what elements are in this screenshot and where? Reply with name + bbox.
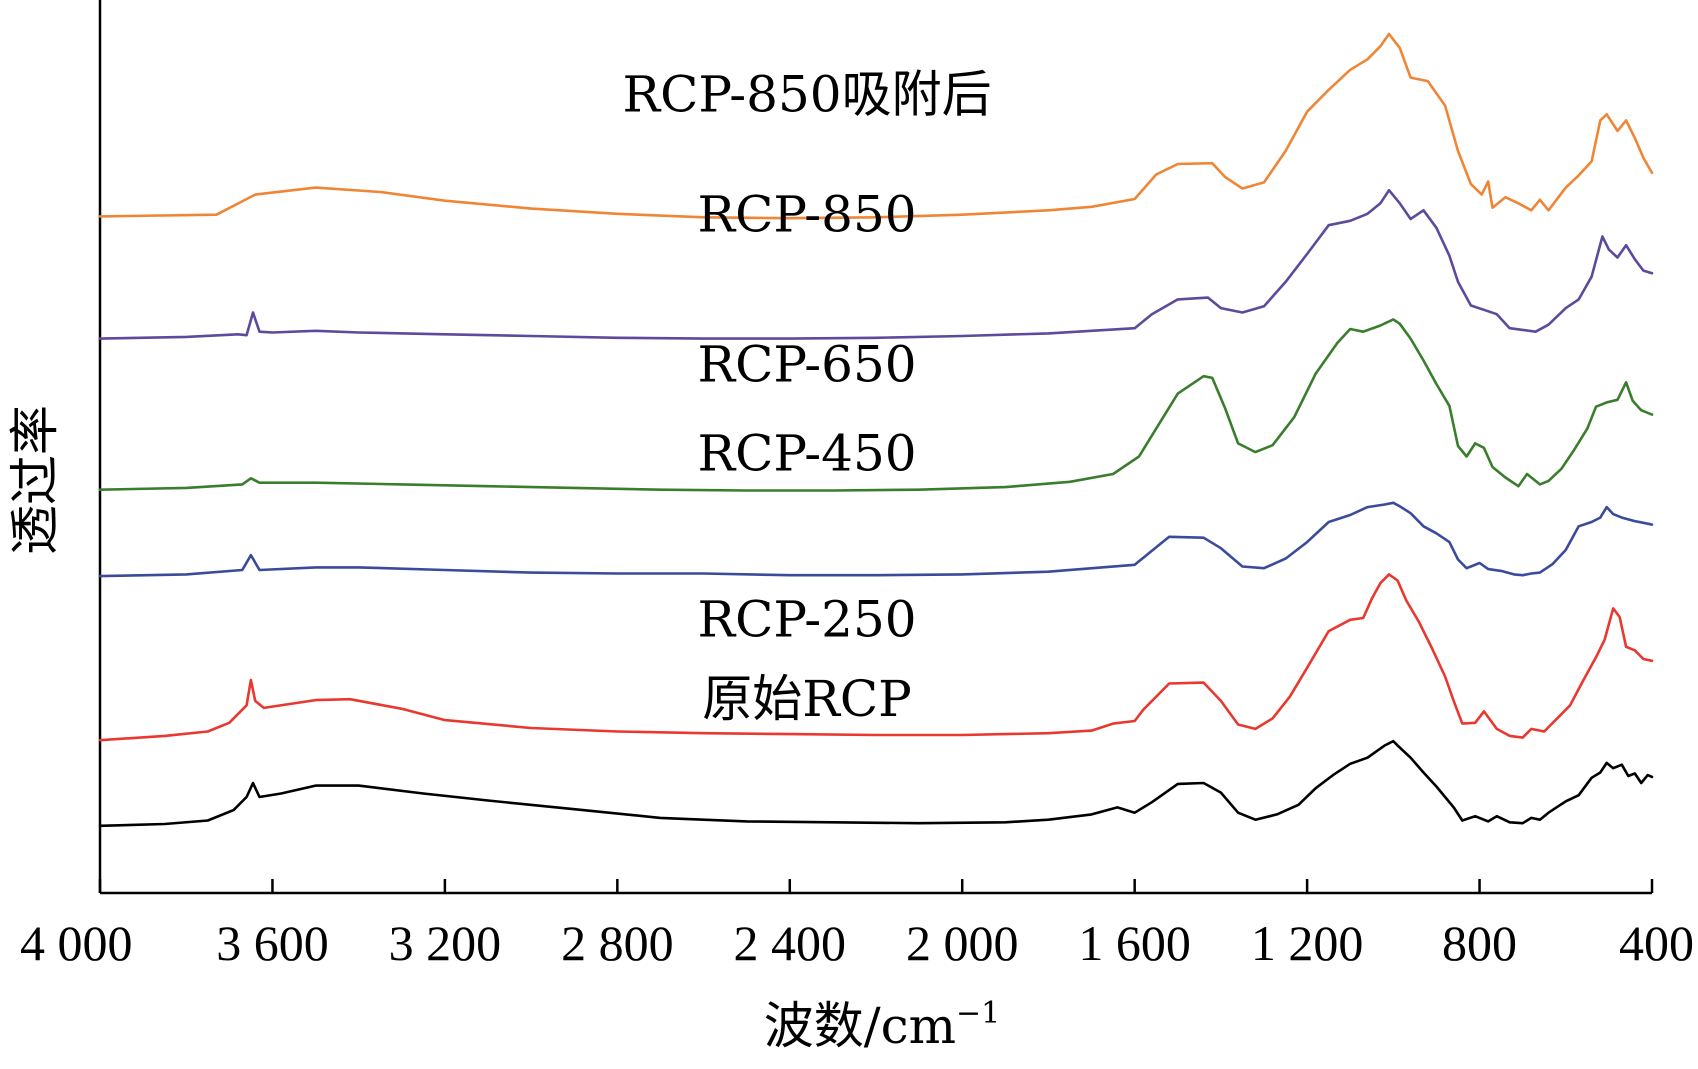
x-tick-label: 3 600 bbox=[216, 915, 329, 971]
x-tick-label: 4 000 bbox=[20, 915, 133, 971]
series-line-2 bbox=[98, 318, 1654, 492]
y-axis-title: 透过率 bbox=[6, 405, 64, 555]
x-axis-title: 波数/cm−1 bbox=[764, 996, 1001, 1055]
x-tick-label: 2 000 bbox=[906, 915, 1019, 971]
series-lines bbox=[98, 32, 1654, 828]
x-tick-label: 1 600 bbox=[1078, 915, 1191, 971]
x-tick-label: 3 200 bbox=[389, 915, 502, 971]
series-label-0: RCP-850吸附后 bbox=[622, 66, 991, 124]
x-tick-label: 2 400 bbox=[734, 915, 847, 971]
series-label-3: RCP-450 bbox=[697, 424, 916, 482]
series-label-5: 原始RCP bbox=[702, 670, 912, 728]
x-tick-label: 800 bbox=[1442, 915, 1517, 971]
x-tick-label: 400 bbox=[1619, 915, 1694, 971]
chart-axes bbox=[98, 0, 1652, 895]
x-axis-ticks bbox=[98, 879, 1654, 893]
series-labels: RCP-850吸附后 RCP-850 RCP-650 RCP-450 RCP-250 原始… bbox=[622, 66, 991, 728]
series-line-1 bbox=[98, 188, 1654, 340]
x-axis-tick-labels: 4 000 3 600 3 200 2 800 2 400 2 000 1 600 1 200… bbox=[20, 915, 1694, 971]
x-tick-label: 1 200 bbox=[1251, 915, 1364, 971]
series-line-5 bbox=[98, 739, 1654, 828]
series-label-2: RCP-650 bbox=[697, 335, 916, 393]
series-line-4 bbox=[98, 573, 1654, 742]
series-label-1: RCP-850 bbox=[697, 185, 916, 243]
series-line-3 bbox=[98, 501, 1654, 578]
x-tick-label: 2 800 bbox=[561, 915, 674, 971]
series-line-0 bbox=[98, 32, 1654, 220]
series-label-4: RCP-250 bbox=[697, 590, 916, 648]
